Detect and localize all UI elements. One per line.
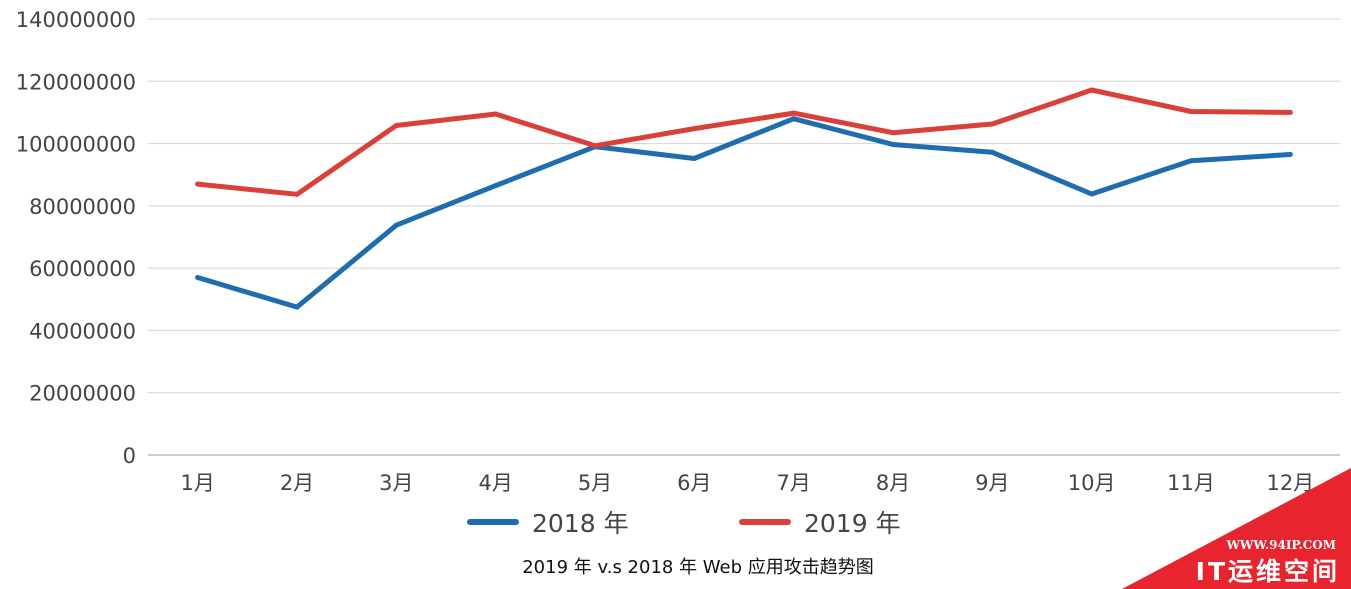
data-point <box>1089 87 1095 93</box>
x-tick-label: 10月 <box>1068 471 1116 495</box>
y-tick-label: 100000000 <box>16 133 136 157</box>
x-tick-label: 7月 <box>776 471 810 495</box>
legend-label: 2019 年 <box>804 509 901 538</box>
data-point <box>989 121 995 127</box>
data-point <box>493 111 499 117</box>
y-tick-label: 0 <box>123 444 136 468</box>
y-tick-label: 40000000 <box>29 319 136 343</box>
x-tick-label: 11月 <box>1167 471 1215 495</box>
data-point <box>691 126 697 132</box>
series-line-1 <box>195 116 1293 310</box>
grid <box>148 18 1340 456</box>
data-point <box>791 110 797 116</box>
x-tick-label: 3月 <box>379 471 413 495</box>
x-tick-label: 2月 <box>280 471 314 495</box>
data-point <box>195 274 201 280</box>
y-tick-label: 140000000 <box>16 8 136 32</box>
data-point <box>592 143 598 149</box>
data-point <box>493 183 499 189</box>
legend: 2018 年 2019 年 <box>467 509 901 538</box>
data-point <box>1089 191 1095 197</box>
data-point <box>393 123 399 129</box>
data-point <box>1188 158 1194 164</box>
data-point <box>294 304 300 310</box>
y-tick-label: 60000000 <box>29 257 136 281</box>
x-tick-label: 5月 <box>578 471 612 495</box>
watermark: WWW.94IP.COM IT运维空间 <box>1122 468 1351 589</box>
data-point <box>890 142 896 148</box>
data-point <box>1188 108 1194 114</box>
data-point <box>195 181 201 187</box>
x-tick-label: 12月 <box>1266 471 1314 495</box>
x-tick-label: 4月 <box>478 471 512 495</box>
x-axis-ticks: 1月 2月 3月 4月 5月 6月 7月 8月 9月 10月 11月 12月 <box>180 471 1314 495</box>
data-point <box>1287 151 1293 157</box>
data-point <box>989 149 995 155</box>
x-tick-label: 1月 <box>180 471 214 495</box>
chart-title: 2019 年 v.s 2018 年 Web 应用攻击趋势图 <box>522 557 874 578</box>
data-point <box>393 222 399 228</box>
data-point <box>890 130 896 136</box>
y-tick-label: 120000000 <box>16 70 136 94</box>
data-point <box>791 116 797 122</box>
watermark-url: WWW.94IP.COM <box>1225 538 1336 552</box>
watermark-triangle <box>1122 468 1351 589</box>
x-tick-label: 8月 <box>876 471 910 495</box>
y-tick-label: 80000000 <box>29 195 136 219</box>
series-lines <box>195 87 1293 310</box>
data-point <box>691 156 697 162</box>
series-line-2 <box>195 87 1293 197</box>
watermark-name: IT运维空间 <box>1196 557 1340 586</box>
y-tick-label: 20000000 <box>29 382 136 406</box>
x-tick-label: 6月 <box>677 471 711 495</box>
y-axis-ticks: 0 20000000 40000000 60000000 80000000 1000000… <box>16 8 136 468</box>
legend-label: 2018 年 <box>532 509 629 538</box>
x-tick-label: 9月 <box>975 471 1009 495</box>
data-point <box>294 191 300 197</box>
data-point <box>1287 109 1293 115</box>
